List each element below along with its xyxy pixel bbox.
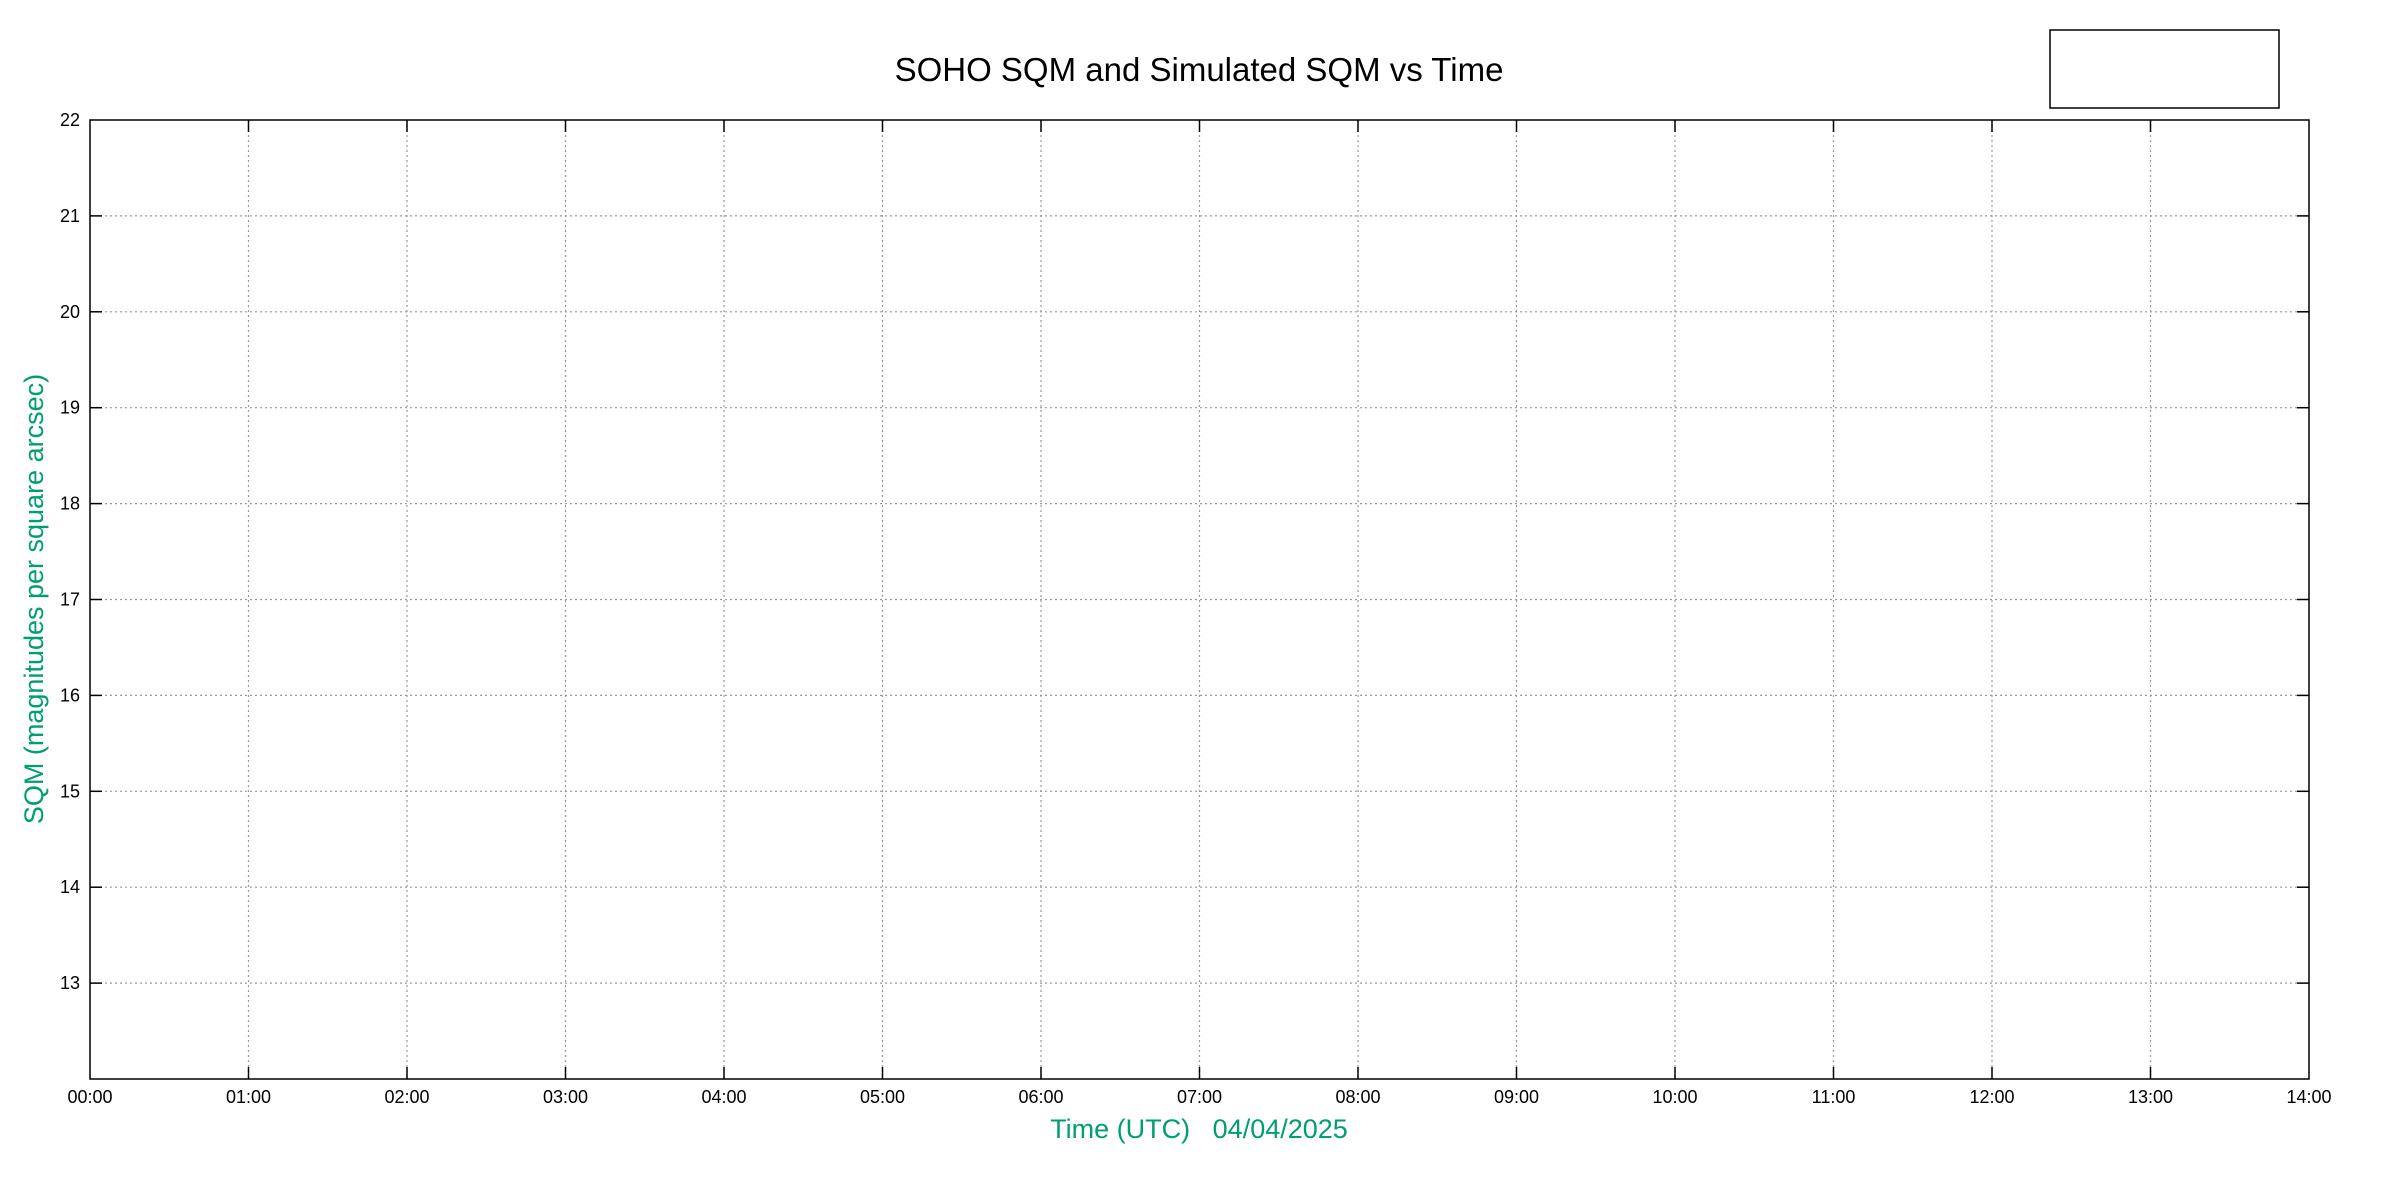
- plot-area-frame: [89, 119, 2310, 1080]
- y-tick-label: 20: [60, 302, 80, 322]
- y-tick-label: 14: [60, 877, 80, 897]
- x-tick-label: 08:00: [1335, 1087, 1380, 1107]
- x-axis-label: Time (UTC) 04/04/2025: [1050, 1114, 1348, 1144]
- y-tick-label: 18: [60, 494, 80, 514]
- ticks: 00:00 01:00 02:00 03:00 04:00 05:00 06:00 07:00…: [60, 110, 2332, 1107]
- y-tick-label: 13: [60, 973, 80, 993]
- y-tick-label: 22: [60, 110, 80, 130]
- y-tick-label: 17: [60, 590, 80, 610]
- x-tick-label: 07:00: [1177, 1087, 1222, 1107]
- x-tick-label: 06:00: [1018, 1087, 1063, 1107]
- x-tick-label: 05:00: [860, 1087, 905, 1107]
- x-tick-label: 00:00: [67, 1087, 112, 1107]
- legend-box: [2049, 29, 2280, 109]
- y-tick-label: 21: [60, 206, 80, 226]
- y-axis-label: SQM (magnitudes per square arcsec): [19, 374, 49, 824]
- y-tick-label: 15: [60, 781, 80, 801]
- x-tick-label: 10:00: [1652, 1087, 1697, 1107]
- chart-title: SOHO SQM and Simulated SQM vs Time: [895, 51, 1504, 88]
- x-tick-label: 11:00: [1812, 1087, 1856, 1107]
- x-tick-label: 04:00: [701, 1087, 746, 1107]
- x-tick-label: 12:00: [1969, 1087, 2014, 1107]
- x-tick-label: 01:00: [226, 1087, 271, 1107]
- x-tick-label: 09:00: [1494, 1087, 1539, 1107]
- y-tick-label: 16: [60, 685, 80, 705]
- grid: [90, 120, 2309, 1079]
- y-tick-label: 19: [60, 398, 80, 418]
- x-tick-label: 03:00: [543, 1087, 588, 1107]
- x-tick-label: 13:00: [2128, 1087, 2173, 1107]
- x-tick-label: 14:00: [2286, 1087, 2331, 1107]
- x-tick-label: 02:00: [384, 1087, 429, 1107]
